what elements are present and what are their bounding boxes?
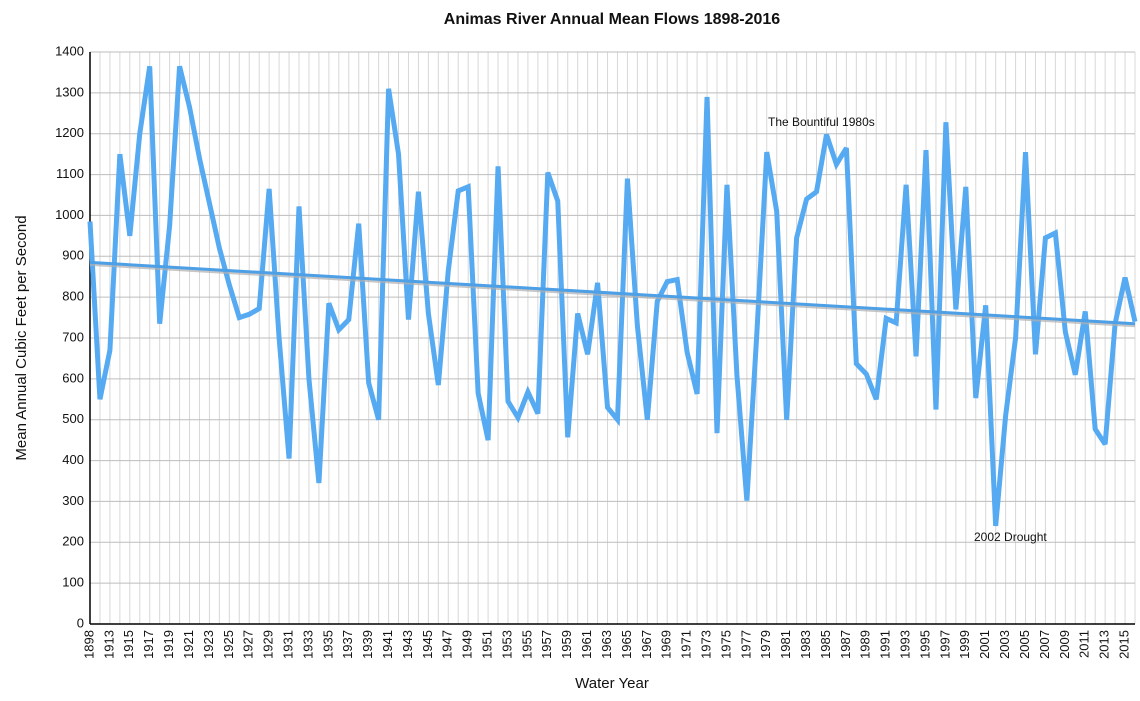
x-axis-title: Water Year (575, 675, 649, 692)
trend-shadow (89, 262, 1136, 328)
x-tick-label: 1991 (878, 630, 893, 659)
y-tick-label: 1100 (56, 166, 84, 181)
x-tick-label: 1929 (261, 630, 276, 659)
x-tick-label: 2009 (1057, 630, 1072, 659)
x-tick-label: 1995 (917, 630, 932, 659)
x-tick-label: 1925 (221, 630, 236, 659)
x-tick-label: 2007 (1037, 630, 1052, 659)
x-tick-label: 1969 (659, 630, 674, 659)
y-tick-label: 0 (77, 615, 84, 630)
x-tick-label: 1937 (340, 630, 355, 659)
x-tick-label: 1985 (818, 630, 833, 659)
x-tick-label: 1898 (81, 630, 96, 659)
x-tick-label: 1919 (161, 630, 176, 659)
y-tick-label: 200 (62, 534, 84, 549)
y-tick-label: 1300 (55, 84, 84, 99)
x-tick-label: 2011 (1077, 630, 1092, 658)
y-tick-label: 800 (62, 289, 84, 304)
y-tick-label: 1400 (55, 43, 84, 58)
x-tick-label: 1959 (559, 630, 574, 659)
x-tick-label: 1971 (679, 630, 694, 659)
annotation: The Bountiful 1980s (768, 115, 875, 129)
x-tick-label: 1953 (499, 630, 514, 659)
x-tick-label: 1961 (579, 630, 594, 659)
x-tick-label: 1933 (300, 630, 315, 659)
x-tick-label: 1945 (420, 630, 435, 659)
x-tick-label: 1931 (280, 630, 295, 659)
x-tick-label: 1957 (539, 630, 554, 659)
x-tick-label: 1951 (480, 630, 495, 659)
x-tick-label: 1981 (778, 630, 793, 659)
x-tick-label: 1943 (400, 630, 415, 659)
x-tick-label: 1935 (320, 630, 335, 659)
y-tick-label: 500 (62, 411, 84, 426)
x-tick-label: 1949 (460, 630, 475, 659)
x-tick-label: 2013 (1097, 630, 1112, 659)
x-tick-label: 1913 (101, 630, 116, 659)
x-tick-label: 1963 (599, 630, 614, 659)
x-tick-label: 1993 (898, 630, 913, 659)
x-tick-label: 1921 (181, 630, 196, 659)
y-tick-label: 100 (62, 575, 84, 590)
x-tick-label: 1927 (241, 630, 256, 659)
y-tick-label: 300 (62, 493, 84, 508)
x-tick-label: 1987 (838, 630, 853, 659)
x-tick-label: 1979 (758, 630, 773, 659)
x-tick-label: 1967 (639, 630, 654, 659)
x-tick-label: 1917 (141, 630, 156, 659)
x-tick-label: 1939 (360, 630, 375, 659)
y-tick-label: 1000 (55, 207, 84, 222)
x-tick-label: 2003 (997, 630, 1012, 659)
x-tick-label: 2005 (1017, 630, 1032, 659)
x-tick-label: 1947 (440, 630, 455, 659)
x-tick-label: 1975 (718, 630, 733, 659)
y-tick-label: 900 (62, 248, 84, 263)
y-axis-title: Mean Annual Cubic Feet per Second (13, 215, 30, 460)
y-tick-label: 700 (62, 329, 84, 344)
y-tick-label: 400 (62, 452, 84, 467)
y-tick-label: 600 (62, 370, 84, 385)
trend-line (89, 260, 1136, 326)
chart-title: Animas River Annual Mean Flows 1898-2016 (444, 11, 781, 28)
x-tick-label: 1983 (798, 630, 813, 659)
x-tick-label: 1989 (858, 630, 873, 659)
x-tick-label: 1955 (519, 630, 534, 659)
x-tick-label: 1977 (738, 630, 753, 659)
x-tick-label: 1915 (121, 630, 136, 659)
y-tick-label: 1200 (55, 125, 84, 140)
x-tick-label: 2015 (1116, 630, 1131, 659)
x-tick-label: 1965 (619, 630, 634, 659)
x-tick-label: 1997 (937, 630, 952, 659)
x-tick-label: 2001 (977, 630, 992, 659)
x-tick-label: 1999 (957, 630, 972, 659)
x-tick-label: 1923 (201, 630, 216, 659)
annotation: 2002 Drought (974, 530, 1047, 544)
x-tick-label: 1973 (698, 630, 713, 659)
data-line (87, 65, 1138, 527)
x-tick-label: 1941 (380, 630, 395, 659)
